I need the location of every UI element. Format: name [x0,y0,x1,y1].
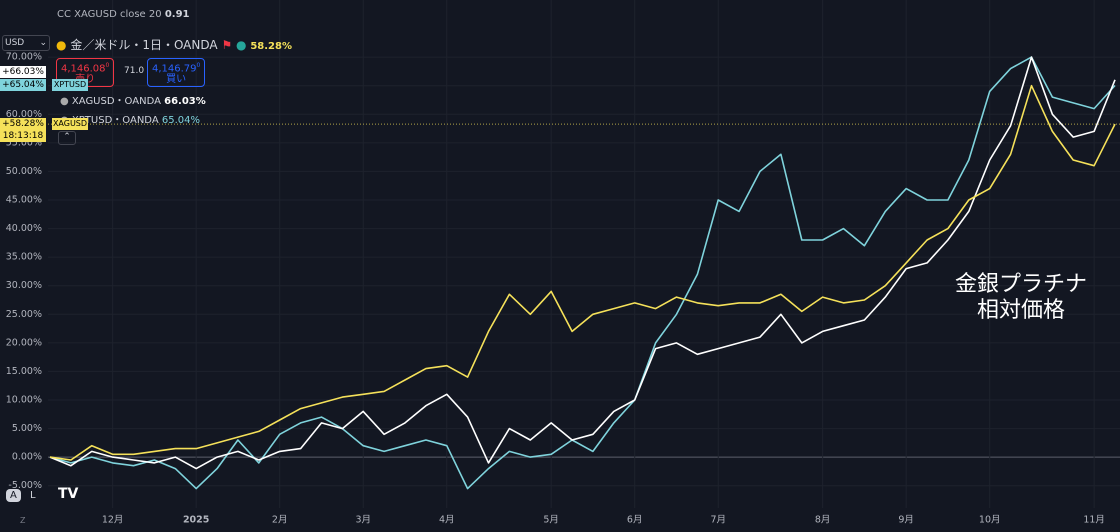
legend-entry: 金／米ドル・1日・OANDA [70,38,218,52]
indicator-value: 0.91 [164,9,190,20]
buy-button[interactable]: 4,146.790 買い [147,58,206,88]
legend-main: ● 金／米ドル・1日・OANDA ⚑ ● 58.28% [56,38,292,52]
y-tick-label: 50.00% [6,166,42,177]
log-button[interactable]: L [30,490,36,501]
y-tick-label: 0.00% [12,452,42,463]
buy-label: 買い [166,74,187,86]
y-tick-label: 5.00% [12,423,42,434]
y-tick-label: 35.00% [6,252,42,263]
silver-badge: +66.03% [0,66,46,78]
x-tick-label: 7月 [710,515,726,526]
legend-entry: XPTUSD・OANDA [71,115,159,126]
x-tick-label: 9月 [898,515,914,526]
series-line [49,84,1116,461]
y-tick-label: 30.00% [6,280,42,291]
spread: 71.0 [124,66,145,76]
indicator: CC XAGUSD close 20 0.91 [57,9,190,20]
currency-select[interactable]: USD ⌄ [2,35,50,51]
y-tick-label: 15.00% [6,366,42,377]
zoom-button[interactable]: Z [20,516,26,525]
y-tick-label: 40.00% [6,223,42,234]
x-tick-label: 2025 [183,515,209,526]
x-tick-label: 3月 [355,515,371,526]
auto-button[interactable]: A [6,489,21,502]
x-tick-label: 8月 [815,515,831,526]
x-tick-label: 4月 [439,515,455,526]
y-tick-label: 20.00% [6,337,42,348]
annotation: 金銀プラチナ 相対価格 [955,272,1087,324]
annotation-line: 相対価格 [977,298,1066,323]
collapse-button[interactable]: ⌃ [58,131,76,145]
legend-entry: XAGUSD・OANDA [71,96,161,107]
y-tick-label: 55.00% [6,137,42,148]
platinum-tag: XPTUSD [52,79,88,91]
y-tick-label: 45.00% [6,195,42,206]
series-line [49,56,1116,470]
sell-sup: 0 [105,62,110,69]
indicator-name: CC XAGUSD close 20 [57,9,162,20]
platinum-badge: +65.04% [0,79,46,91]
silver-tag: XAGUSD [52,118,88,130]
legend-value: 58.28% [250,41,292,52]
x-tick-label: 12月 [102,515,124,526]
currency: USD [5,38,25,48]
annotation-line: 金銀プラチナ [955,272,1088,297]
y-tick-label: 10.00% [6,395,42,406]
y-tick-label: 25.00% [6,309,42,320]
buy-sup: 0 [196,62,201,69]
legend-value: 66.03% [164,96,206,107]
buy-price: 4,146.79 [152,63,197,75]
x-tick-label: 11月 [1083,515,1105,526]
gold-time: 18:13:18 [0,130,46,142]
y-tick-label: 70.00% [6,52,42,63]
sell-price: 4,146.08 [61,63,106,75]
legend-value: 65.04% [161,115,200,126]
x-tick-label: 5月 [543,515,559,526]
x-tick-label: 10月 [979,515,1001,526]
y-tick-label: -5.00% [8,480,42,491]
logo: TV [58,486,79,502]
x-tick-label: 6月 [627,515,643,526]
y-tick-label: 60.00% [6,109,42,120]
gold-badge: +58.28% [0,118,46,130]
legend-silver: ● XAGUSD・OANDA 66.03% [60,96,206,107]
x-tick-label: 2月 [272,515,288,526]
